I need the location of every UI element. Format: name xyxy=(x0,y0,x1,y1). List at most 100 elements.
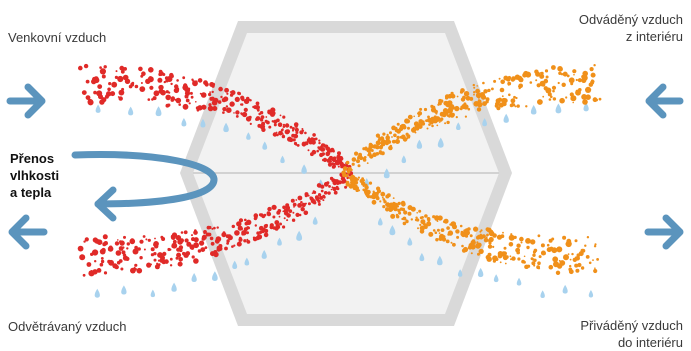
particle-dot xyxy=(327,191,331,195)
particle-dot xyxy=(185,251,191,256)
particle-dot xyxy=(316,149,320,153)
particle-dot xyxy=(111,81,118,88)
particle-dot xyxy=(405,119,411,124)
particle-dot xyxy=(473,93,475,96)
particle-dot xyxy=(498,252,501,256)
particle-dot xyxy=(548,238,553,243)
particle-dot xyxy=(266,211,271,216)
particle-dot xyxy=(399,207,404,211)
particle-dot xyxy=(99,66,102,69)
particle-dot xyxy=(295,143,298,146)
particle-dot xyxy=(469,96,474,101)
particle-dot xyxy=(117,75,124,83)
particle-dot xyxy=(94,260,97,263)
water-drop-icon xyxy=(401,155,407,164)
particle-dot xyxy=(227,234,232,239)
particle-dot xyxy=(193,237,199,243)
particle-dot xyxy=(248,98,251,102)
particle-dot xyxy=(592,97,598,103)
particle-dot xyxy=(107,259,111,264)
water-drop-icon xyxy=(482,118,488,127)
particle-dot xyxy=(289,125,293,129)
arrow-icon xyxy=(644,214,684,250)
particle-dot xyxy=(416,218,420,222)
particle-dot xyxy=(114,241,120,246)
particle-dot xyxy=(591,82,594,85)
particle-dot xyxy=(385,207,390,212)
particle-dot xyxy=(521,259,525,264)
particle-dot xyxy=(383,200,387,204)
particle-dot xyxy=(467,107,471,111)
particle-dot xyxy=(331,162,335,166)
particle-dot xyxy=(300,201,303,204)
particle-dot xyxy=(233,244,236,247)
particle-dot xyxy=(193,258,199,264)
particle-dot xyxy=(107,87,111,92)
particle-dot xyxy=(204,246,208,250)
particle-dot xyxy=(372,152,377,157)
particle-dot xyxy=(563,254,569,261)
particle-dot xyxy=(375,133,380,138)
particle-dot xyxy=(446,103,450,107)
particle-dot xyxy=(207,105,214,112)
particle-dot xyxy=(291,127,295,130)
particle-dot xyxy=(585,86,592,93)
particle-dot xyxy=(139,239,144,244)
particle-dot xyxy=(313,190,317,194)
particle-dot xyxy=(487,88,491,93)
particle-dot xyxy=(573,73,575,76)
particle-dot xyxy=(498,102,504,108)
particle-dot xyxy=(137,247,141,251)
particle-dot xyxy=(549,246,554,251)
particle-dot xyxy=(508,75,511,79)
particle-dot xyxy=(140,74,144,78)
water-drop-icon xyxy=(301,164,307,174)
particle-dot xyxy=(565,96,568,99)
particle-dot xyxy=(185,98,190,103)
water-drop-icon xyxy=(540,290,545,298)
particle-dot xyxy=(543,78,549,84)
particle-dot xyxy=(429,120,434,125)
particle-dot xyxy=(508,93,511,97)
particle-dot xyxy=(372,146,376,149)
particle-dot xyxy=(357,156,360,160)
extract-air-line-1: Odváděný vzduch xyxy=(578,12,683,27)
particle-dot xyxy=(529,81,533,84)
particle-dot xyxy=(592,80,595,83)
particle-dot xyxy=(157,77,163,83)
particle-dot xyxy=(92,249,99,256)
particle-dot xyxy=(295,199,298,201)
particle-dot xyxy=(330,188,333,191)
particle-dot xyxy=(362,185,365,188)
particle-dot xyxy=(330,147,335,152)
particle-dot xyxy=(562,235,567,240)
particle-dot xyxy=(166,76,173,82)
particle-dot xyxy=(519,236,524,242)
particle-dot xyxy=(532,253,536,257)
particle-dot xyxy=(304,131,307,135)
particle-dot xyxy=(307,149,310,152)
particle-dot xyxy=(118,96,123,101)
water-drop-icon xyxy=(419,252,425,262)
particle-dot xyxy=(450,93,456,99)
particle-dot xyxy=(359,155,364,161)
particle-dot xyxy=(206,225,211,230)
particle-dot xyxy=(389,131,392,135)
particle-dot xyxy=(271,204,277,210)
particle-dot xyxy=(99,68,106,75)
water-drop-icon xyxy=(244,257,250,266)
particle-dot xyxy=(463,91,470,97)
particle-dot xyxy=(436,124,439,127)
particle-dot xyxy=(180,231,184,234)
particle-dot xyxy=(511,256,516,261)
particle-dot xyxy=(464,247,467,249)
particle-dot xyxy=(246,240,251,244)
particle-dot xyxy=(559,97,565,104)
particle-dot xyxy=(459,107,463,111)
particle-dot xyxy=(368,181,373,185)
particle-dot xyxy=(546,243,550,247)
particle-dot xyxy=(88,270,95,277)
particle-dot xyxy=(470,252,473,255)
particle-dot xyxy=(209,91,212,93)
